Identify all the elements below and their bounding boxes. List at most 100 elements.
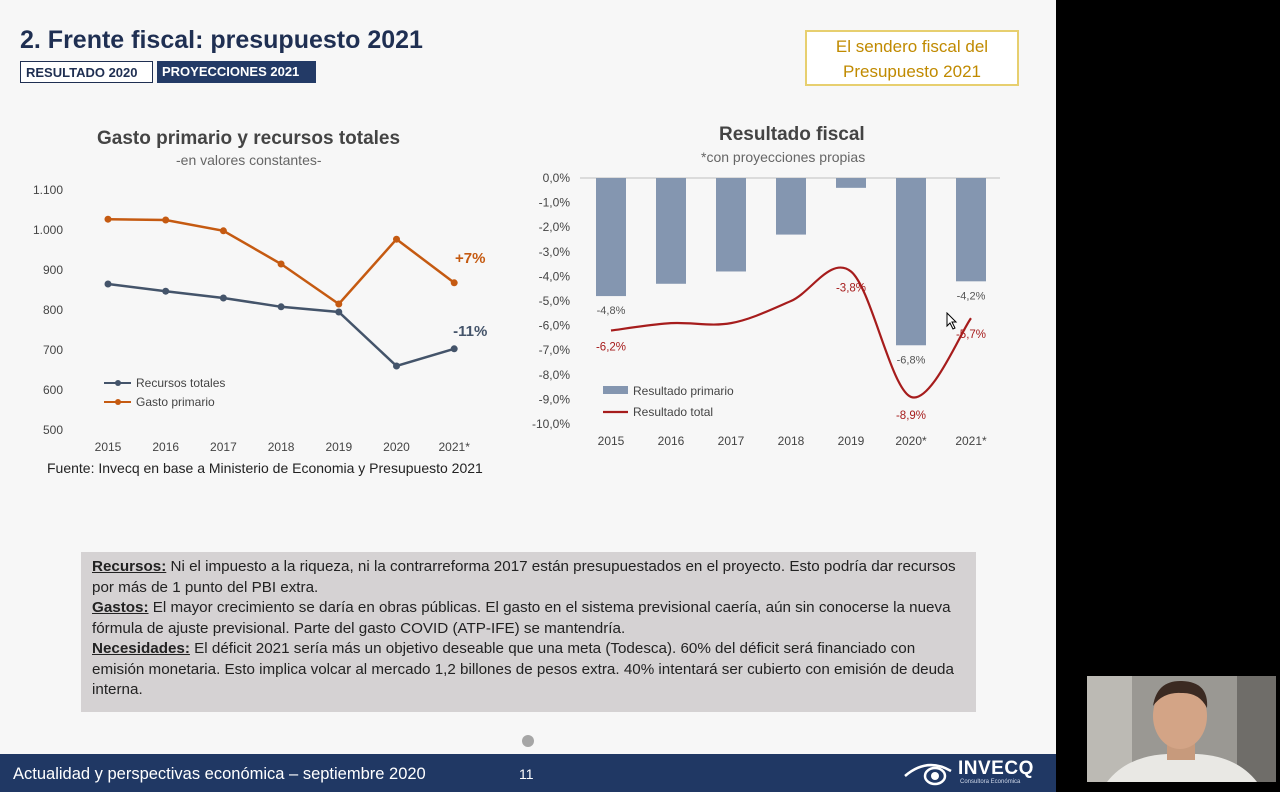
x-tick-label: 2015 (598, 434, 625, 448)
bar (836, 178, 866, 188)
slide-title: 2. Frente fiscal: presupuesto 2021 (20, 26, 423, 54)
x-tick-label: 2016 (658, 434, 685, 448)
logo-text: INVECQ (958, 758, 1034, 779)
data-point (104, 215, 112, 223)
line-data-label: -8,9% (896, 410, 926, 422)
y-tick-label: -5,0% (539, 294, 571, 308)
note-recursos: Recursos: Ni el impuesto a la riqueza, n… (92, 557, 966, 598)
x-tick-label: 2019 (838, 434, 865, 448)
y-tick-label: -7,0% (539, 343, 571, 357)
y-tick-label: 0,0% (543, 171, 571, 185)
x-tick-label: 2017 (718, 434, 745, 448)
line-data-label: -6,2% (596, 342, 626, 354)
note-gastos-text: El mayor crecimiento se daría en obras p… (92, 599, 951, 637)
invecq-logo: INVECQ Consultora Económica (903, 758, 1034, 789)
eye-logo-icon (904, 763, 952, 786)
data-point (277, 260, 285, 268)
x-tick-label: 2018 (268, 440, 295, 454)
data-point (450, 279, 458, 287)
note-gastos: Gastos: El mayor crecimiento se daría en… (92, 598, 966, 639)
x-tick-label: 2020* (895, 434, 927, 448)
data-point (277, 303, 285, 311)
bar-data-label: -4,8% (597, 305, 626, 317)
slide: 2. Frente fiscal: presupuesto 2021 RESUL… (0, 0, 1056, 792)
bar (776, 178, 806, 235)
data-point (393, 235, 400, 243)
x-tick-label: 2020 (383, 440, 410, 454)
footer-text: Actualidad y perspectivas económica – se… (13, 765, 426, 783)
legend-marker (603, 386, 628, 394)
x-tick-label: 2015 (95, 440, 122, 454)
x-tick-label: 2017 (210, 440, 237, 454)
x-tick-label: 2016 (152, 440, 179, 454)
chart1-title: Gasto primario y recursos totales (97, 128, 401, 149)
note-necesidades: Necesidades: El déficit 2021 sería más u… (92, 639, 966, 701)
y-tick-label: 500 (43, 423, 63, 437)
y-tick-label: -9,0% (539, 392, 571, 406)
mouse-cursor-icon (946, 312, 958, 330)
legend-marker (115, 399, 121, 405)
callout-line-2: Presupuesto 2021 (843, 62, 981, 81)
x-tick-label: 2021* (439, 440, 471, 454)
legend-label: Recursos totales (136, 376, 225, 390)
line-data-label: -5,7% (956, 329, 986, 341)
data-point (335, 308, 343, 316)
series-end-label: +7% (455, 250, 485, 267)
source-note: Fuente: Invecq en base a Ministerio de E… (47, 460, 483, 476)
data-point (219, 227, 227, 235)
note-recursos-label: Recursos: (92, 558, 167, 575)
bar (656, 178, 686, 284)
note-necesidades-text: El déficit 2021 sería más un objetivo de… (92, 640, 954, 698)
x-tick-label: 2021* (955, 434, 987, 448)
y-tick-label: -8,0% (539, 368, 571, 382)
data-point (104, 280, 112, 288)
tag-resultado-2020: RESULTADO 2020 (20, 61, 153, 83)
data-point (335, 300, 343, 308)
logo-subtitle: Consultora Económica (960, 779, 1021, 785)
data-point (162, 216, 170, 224)
y-tick-label: -2,0% (539, 220, 571, 234)
webcam-video (1087, 676, 1276, 782)
note-recursos-text: Ni el impuesto a la riqueza, ni la contr… (92, 558, 956, 596)
chart1-subtitle: -en valores constantes- (176, 152, 322, 168)
presenter-avatar-icon (1087, 676, 1276, 782)
y-tick-label: -3,0% (539, 245, 571, 259)
bar-data-label: -4,2% (957, 290, 986, 302)
y-tick-label: -1,0% (539, 196, 571, 210)
legend-label: Resultado total (633, 405, 713, 419)
bar (596, 178, 626, 297)
y-tick-label: 900 (43, 263, 63, 277)
y-tick-label: 1.000 (33, 223, 63, 237)
note-gastos-label: Gastos: (92, 599, 149, 616)
x-tick-label: 2018 (778, 434, 805, 448)
data-point (450, 345, 458, 353)
bar-chart-resultado-fiscal: 0,0% -1,0% -2,0% -3,0% -4,0% -5,0% -6,0% -7,0% -… (532, 171, 1000, 448)
data-point (393, 362, 400, 370)
slide-nav-dot[interactable] (522, 735, 534, 747)
tag-proyecciones-2021: PROYECCIONES 2021 (157, 61, 316, 83)
line-data-label: -3,8% (836, 282, 866, 294)
y-tick-label: 600 (43, 383, 63, 397)
page-number: 11 (519, 766, 534, 782)
y-tick-label: 700 (43, 343, 63, 357)
bar (956, 178, 986, 282)
y-tick-label: -10,0% (532, 417, 570, 431)
y-tick-label: -6,0% (539, 319, 571, 333)
y-tick-label: 800 (43, 303, 63, 317)
notes-box: Recursos: Ni el impuesto a la riqueza, n… (81, 552, 976, 712)
legend-label: Gasto primario (136, 395, 215, 409)
legend-marker (115, 380, 121, 386)
chart2-title: Resultado fiscal (719, 124, 865, 145)
line-chart-gasto-recursos: 1.100 1.000 900 800 700 600 500 2015 2016 2017 201… (33, 183, 487, 454)
data-point (162, 287, 170, 295)
bar (896, 178, 926, 346)
data-point (219, 294, 227, 302)
bar-data-label: -6,8% (897, 354, 926, 366)
callout-box: El sendero fiscal del Presupuesto 2021 (805, 30, 1019, 86)
x-tick-label: 2019 (325, 440, 352, 454)
note-necesidades-label: Necesidades: (92, 640, 190, 657)
legend-label: Resultado primario (633, 384, 734, 398)
footer-bar: Actualidad y perspectivas económica – se… (0, 754, 1056, 792)
series-line (610, 266, 972, 399)
series-end-label: -11% (453, 323, 487, 340)
